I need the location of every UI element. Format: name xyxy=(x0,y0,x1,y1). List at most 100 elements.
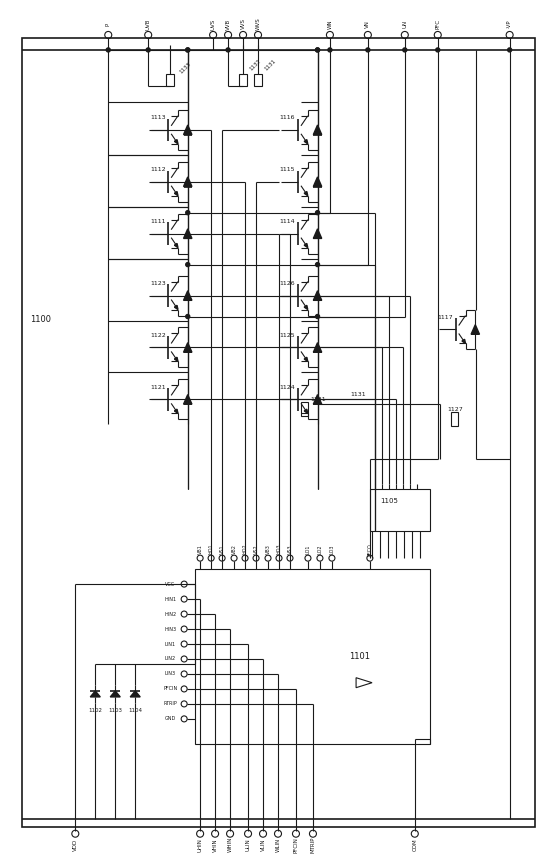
Circle shape xyxy=(186,48,190,52)
Polygon shape xyxy=(304,410,308,413)
Bar xyxy=(195,569,430,744)
Text: HIN1: HIN1 xyxy=(164,597,176,602)
Polygon shape xyxy=(90,691,100,697)
Circle shape xyxy=(508,48,512,52)
Polygon shape xyxy=(304,192,308,196)
Text: WN: WN xyxy=(328,19,333,29)
Text: 1111: 1111 xyxy=(150,219,166,224)
Circle shape xyxy=(186,262,190,267)
Polygon shape xyxy=(304,305,308,310)
Text: LIN2: LIN2 xyxy=(165,657,176,662)
Polygon shape xyxy=(175,192,178,196)
Bar xyxy=(254,74,262,86)
Text: UHIN: UHIN xyxy=(198,838,203,852)
Polygon shape xyxy=(314,291,322,300)
Text: PFCIN: PFCIN xyxy=(163,687,177,692)
Polygon shape xyxy=(110,691,120,697)
Polygon shape xyxy=(184,291,192,300)
Text: VB2: VB2 xyxy=(232,545,237,554)
Circle shape xyxy=(315,262,320,267)
Text: 1103: 1103 xyxy=(108,708,122,713)
Bar xyxy=(239,74,247,86)
Text: 1133: 1133 xyxy=(178,62,191,74)
Polygon shape xyxy=(175,357,178,362)
Polygon shape xyxy=(304,357,308,362)
Circle shape xyxy=(315,210,320,215)
Text: VVS: VVS xyxy=(240,19,246,29)
Text: VB1: VB1 xyxy=(198,545,203,554)
Circle shape xyxy=(403,48,407,52)
Text: PFCO: PFCO xyxy=(367,543,372,556)
Text: VHIN: VHIN xyxy=(213,838,218,852)
Text: 1131: 1131 xyxy=(310,397,325,402)
Text: 1117: 1117 xyxy=(437,315,453,320)
Polygon shape xyxy=(175,139,178,144)
Text: 1112: 1112 xyxy=(150,168,166,172)
Text: VLIN: VLIN xyxy=(261,839,266,851)
Polygon shape xyxy=(304,244,308,248)
Text: 1132: 1132 xyxy=(248,58,262,72)
Bar xyxy=(370,489,430,531)
Text: LIN1: LIN1 xyxy=(165,641,176,646)
Text: VS1: VS1 xyxy=(220,545,224,554)
Text: LO3: LO3 xyxy=(329,545,334,554)
Text: 1105: 1105 xyxy=(380,498,398,504)
Polygon shape xyxy=(314,177,322,186)
Polygon shape xyxy=(314,229,322,239)
Text: 1125: 1125 xyxy=(280,333,295,338)
Text: UVS: UVS xyxy=(210,18,215,30)
Text: 1104: 1104 xyxy=(128,708,142,713)
Text: VS2: VS2 xyxy=(253,545,258,554)
Text: VB3: VB3 xyxy=(266,545,271,554)
Circle shape xyxy=(315,315,320,319)
Text: HIN2: HIN2 xyxy=(164,611,176,616)
Circle shape xyxy=(315,48,320,52)
Polygon shape xyxy=(304,139,308,144)
Circle shape xyxy=(366,48,370,52)
Text: 1113: 1113 xyxy=(150,115,166,121)
Text: 1102: 1102 xyxy=(88,708,102,713)
Polygon shape xyxy=(184,177,192,186)
Text: 1131: 1131 xyxy=(350,392,365,397)
Bar xyxy=(301,403,309,416)
Polygon shape xyxy=(184,229,192,239)
Circle shape xyxy=(146,48,150,52)
Text: VDD: VDD xyxy=(73,839,78,851)
Text: WLIN: WLIN xyxy=(276,838,281,852)
Circle shape xyxy=(226,48,230,52)
Text: PFC: PFC xyxy=(435,19,440,29)
Polygon shape xyxy=(184,125,192,134)
Text: ULIN: ULIN xyxy=(246,838,251,851)
Text: PFCIN: PFCIN xyxy=(294,837,299,852)
Text: 1100: 1100 xyxy=(30,315,51,324)
Text: P: P xyxy=(106,22,111,26)
Text: HIN3: HIN3 xyxy=(164,627,176,632)
Text: 1126: 1126 xyxy=(280,281,295,286)
Text: LO1: LO1 xyxy=(305,545,310,554)
Text: VN: VN xyxy=(365,20,371,28)
Text: VS3: VS3 xyxy=(287,545,292,554)
Circle shape xyxy=(315,48,320,52)
Text: 1131: 1131 xyxy=(263,58,276,72)
Polygon shape xyxy=(175,305,178,310)
Text: HO3: HO3 xyxy=(277,544,281,554)
Text: 1123: 1123 xyxy=(150,281,166,286)
Text: COM: COM xyxy=(412,839,417,851)
Text: VCC: VCC xyxy=(165,581,175,587)
Text: 1127: 1127 xyxy=(448,407,464,412)
Circle shape xyxy=(328,48,332,52)
Text: UVB: UVB xyxy=(146,18,151,30)
Polygon shape xyxy=(130,691,140,697)
Text: 1115: 1115 xyxy=(280,168,295,172)
Polygon shape xyxy=(184,395,192,404)
Text: VVB: VVB xyxy=(225,19,230,30)
Text: HO2: HO2 xyxy=(243,544,248,554)
Text: MTRIP: MTRIP xyxy=(310,836,315,853)
Text: 1121: 1121 xyxy=(150,385,166,390)
Text: WVS: WVS xyxy=(256,18,261,30)
Circle shape xyxy=(186,210,190,215)
Polygon shape xyxy=(471,325,479,334)
Text: 1114: 1114 xyxy=(280,219,295,224)
Text: GND: GND xyxy=(165,716,176,722)
Text: WHIN: WHIN xyxy=(228,837,233,852)
